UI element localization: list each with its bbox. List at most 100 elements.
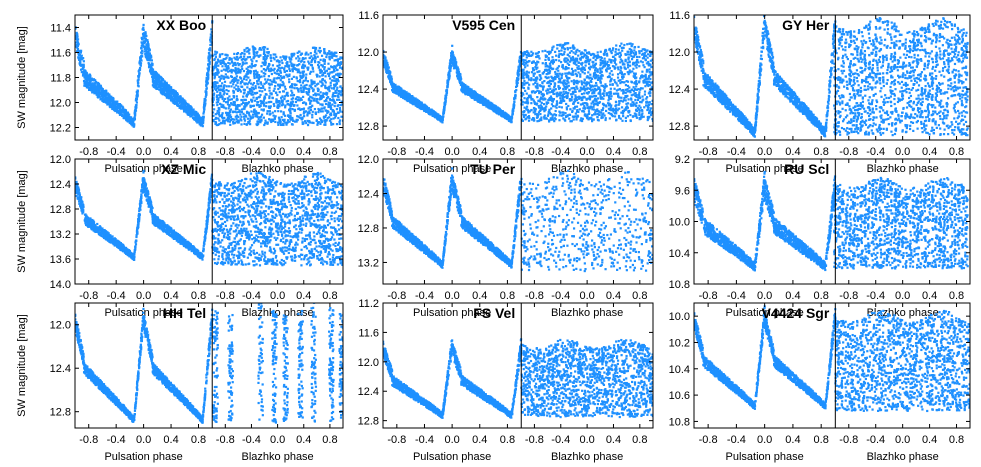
point: [232, 83, 235, 86]
point: [263, 88, 267, 91]
point: [217, 88, 221, 91]
point: [393, 91, 396, 94]
point: [632, 51, 635, 55]
point: [127, 119, 130, 122]
point: [276, 121, 280, 124]
point: [248, 114, 251, 117]
point: [318, 51, 322, 54]
point: [214, 121, 218, 124]
point: [267, 51, 270, 54]
point: [96, 95, 99, 99]
point: [104, 94, 108, 97]
point: [311, 104, 314, 107]
point: [475, 95, 479, 98]
point: [641, 61, 644, 64]
point: [211, 54, 215, 57]
point: [247, 66, 250, 69]
point: [243, 83, 247, 86]
point: [282, 111, 285, 114]
point: [249, 104, 252, 107]
point: [385, 60, 388, 63]
point: [246, 83, 249, 86]
point: [93, 83, 96, 86]
point: [627, 72, 630, 76]
point: [313, 107, 317, 111]
point: [312, 70, 315, 73]
point: [239, 82, 242, 85]
point: [568, 60, 572, 63]
point: [561, 81, 564, 85]
point: [198, 123, 201, 126]
point: [178, 106, 181, 109]
point: [485, 101, 488, 105]
point: [256, 80, 259, 83]
point: [83, 80, 86, 83]
point: [148, 52, 151, 55]
point: [243, 119, 247, 122]
point: [235, 114, 239, 117]
point: [79, 51, 82, 54]
point: [314, 49, 317, 53]
point: [459, 73, 462, 76]
point: [209, 43, 212, 47]
point: [180, 105, 183, 108]
point: [300, 108, 303, 111]
point: [203, 103, 207, 107]
point: [155, 74, 158, 77]
point: [78, 53, 82, 57]
point: [166, 84, 169, 87]
point: [290, 64, 294, 67]
point: [250, 66, 253, 69]
point: [312, 93, 315, 97]
point: [285, 73, 288, 77]
point: [210, 43, 213, 46]
point: [89, 82, 92, 85]
point: [93, 92, 96, 95]
point: [248, 90, 251, 93]
point: [393, 84, 396, 87]
point: [296, 115, 299, 118]
point: [317, 88, 320, 91]
point: [136, 84, 140, 87]
point: [310, 79, 313, 82]
point: [217, 117, 220, 120]
point: [85, 71, 88, 75]
point: [214, 116, 218, 119]
point: [144, 55, 148, 58]
point: [191, 110, 194, 113]
point: [247, 101, 251, 104]
point: [485, 105, 488, 108]
point: [299, 108, 302, 111]
point: [340, 89, 343, 92]
point: [332, 52, 335, 55]
point: [295, 118, 298, 122]
point: [532, 111, 535, 114]
point: [340, 56, 343, 59]
point: [418, 105, 421, 108]
point: [423, 103, 426, 106]
point: [307, 107, 310, 110]
point: [77, 53, 80, 57]
point: [337, 116, 340, 120]
point: [232, 101, 235, 104]
point: [311, 46, 315, 49]
point: [291, 86, 294, 89]
point: [462, 86, 465, 90]
point: [270, 72, 273, 76]
point: [471, 92, 474, 95]
point: [115, 109, 118, 112]
point: [236, 107, 239, 111]
point: [331, 108, 334, 112]
point: [249, 117, 252, 120]
point: [443, 104, 447, 107]
point: [252, 57, 255, 60]
point: [137, 70, 140, 73]
point: [273, 117, 276, 120]
point: [281, 90, 285, 93]
point: [290, 62, 293, 65]
point: [133, 111, 136, 114]
point: [334, 83, 337, 87]
point: [450, 58, 453, 62]
point: [435, 114, 438, 118]
point: [337, 80, 340, 83]
